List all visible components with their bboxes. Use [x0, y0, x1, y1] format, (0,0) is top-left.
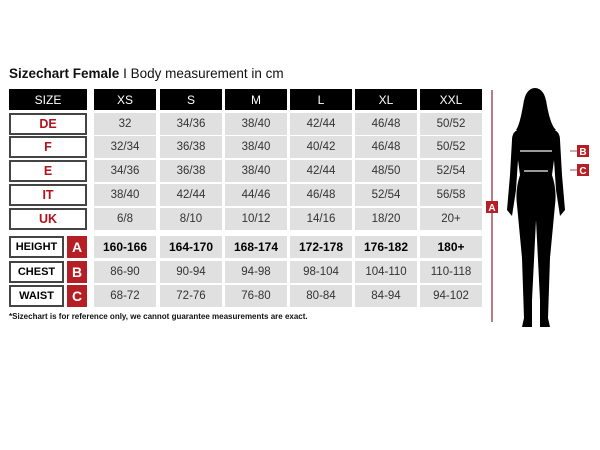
system-label: F	[9, 136, 87, 158]
page-title: Sizechart Female I Body measurement in c…	[9, 66, 284, 81]
table-cell: 42/44	[290, 113, 352, 135]
table-cell: 42/44	[160, 184, 222, 206]
system-label: DE	[9, 113, 87, 135]
table-cell: 44/46	[225, 184, 287, 206]
size-header-cell: XXL	[420, 89, 482, 110]
size-header-cell: XS	[94, 89, 156, 110]
table-cell: 56/58	[420, 184, 482, 206]
table-cell: 68-72	[94, 285, 156, 307]
table-cell: 84-94	[355, 285, 417, 307]
table-cell: 50/52	[420, 136, 482, 158]
table-cell: 160-166	[94, 236, 156, 258]
table-cell: 110-118	[420, 261, 482, 283]
female-silhouette-icon	[507, 88, 565, 327]
table-cell: 38/40	[225, 136, 287, 158]
table-cell: 94-98	[225, 261, 287, 283]
marker-b: B	[579, 147, 586, 158]
measurement-letter: C	[67, 285, 87, 307]
table-cell: 34/36	[94, 160, 156, 182]
table-cell: 50/52	[420, 113, 482, 135]
table-cell: 180+	[420, 236, 482, 258]
table-cell: 10/12	[225, 208, 287, 230]
table-cell: 172-178	[290, 236, 352, 258]
measurement-label: CHEST	[9, 261, 64, 283]
table-cell: 46/48	[355, 136, 417, 158]
table-cell: 6/8	[94, 208, 156, 230]
measurement-label: HEIGHT	[9, 236, 64, 258]
table-cell: 168-174	[225, 236, 287, 258]
table-cell: 176-182	[355, 236, 417, 258]
table-cell: 20+	[420, 208, 482, 230]
table-cell: 32	[94, 113, 156, 135]
size-header-cell: S	[160, 89, 222, 110]
table-cell: 8/10	[160, 208, 222, 230]
table-cell: 38/40	[225, 160, 287, 182]
table-cell: 80-84	[290, 285, 352, 307]
size-header: SIZE	[9, 89, 87, 110]
table-cell: 52/54	[420, 160, 482, 182]
footnote: *Sizechart is for reference only, we can…	[9, 312, 308, 321]
measurement-letter: B	[67, 261, 87, 283]
table-cell: 104-110	[355, 261, 417, 283]
system-label: IT	[9, 184, 87, 206]
table-cell: 36/38	[160, 160, 222, 182]
system-label: UK	[9, 208, 87, 230]
table-cell: 164-170	[160, 236, 222, 258]
table-cell: 86-90	[94, 261, 156, 283]
marker-c-box	[577, 164, 589, 176]
table-cell: 14/16	[290, 208, 352, 230]
table-cell: 46/48	[290, 184, 352, 206]
table-cell: 46/48	[355, 113, 417, 135]
marker-a: A	[488, 203, 495, 214]
table-cell: 38/40	[225, 113, 287, 135]
table-cell: 32/34	[94, 136, 156, 158]
table-cell: 42/44	[290, 160, 352, 182]
size-header-cell: XL	[355, 89, 417, 110]
marker-a-box	[486, 201, 498, 213]
table-cell: 52/54	[355, 184, 417, 206]
system-label: E	[9, 160, 87, 182]
table-cell: 94-102	[420, 285, 482, 307]
size-header-cell: M	[225, 89, 287, 110]
table-cell: 40/42	[290, 136, 352, 158]
measurement-label: WAIST	[9, 285, 64, 307]
table-cell: 48/50	[355, 160, 417, 182]
table-cell: 90-94	[160, 261, 222, 283]
marker-b-box	[577, 145, 589, 157]
measurement-letter: A	[67, 236, 87, 258]
table-cell: 72-76	[160, 285, 222, 307]
table-cell: 38/40	[94, 184, 156, 206]
table-cell: 18/20	[355, 208, 417, 230]
table-cell: 36/38	[160, 136, 222, 158]
table-cell: 98-104	[290, 261, 352, 283]
table-cell: 34/36	[160, 113, 222, 135]
table-cell: 76-80	[225, 285, 287, 307]
size-header-cell: L	[290, 89, 352, 110]
marker-c: C	[579, 166, 586, 177]
